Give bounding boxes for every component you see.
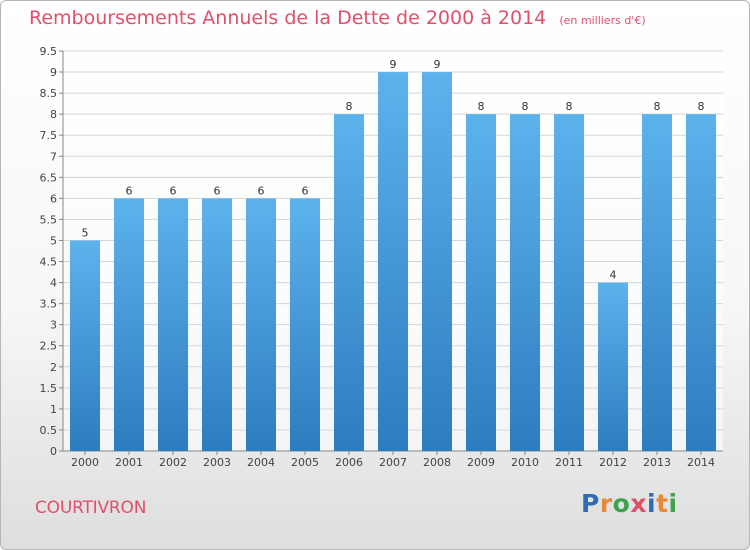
data-label: 8 bbox=[654, 100, 661, 113]
y-tick-label: 4 bbox=[50, 277, 57, 290]
bar bbox=[202, 198, 232, 451]
bar bbox=[158, 198, 188, 451]
y-tick-label: 2.5 bbox=[40, 340, 58, 353]
data-label: 6 bbox=[302, 184, 309, 197]
bar bbox=[686, 114, 716, 451]
x-tick-label: 2005 bbox=[291, 456, 319, 469]
data-label: 6 bbox=[170, 184, 177, 197]
y-tick-label: 7 bbox=[50, 150, 57, 163]
bar bbox=[466, 114, 496, 451]
title-row: Remboursements Annuels de la Dette de 20… bbox=[29, 7, 646, 29]
data-label: 6 bbox=[126, 184, 133, 197]
logo-letter: r bbox=[599, 489, 613, 518]
logo-letter: t bbox=[656, 489, 669, 518]
x-tick-label: 2001 bbox=[115, 456, 143, 469]
y-tick-label: 8.5 bbox=[40, 87, 58, 100]
chart-subtitle: (en milliers d'€) bbox=[559, 14, 646, 27]
y-tick-label: 7.5 bbox=[40, 129, 58, 142]
logo-letter: i bbox=[647, 489, 657, 518]
x-tick-label: 2002 bbox=[159, 456, 187, 469]
data-label: 9 bbox=[434, 58, 441, 71]
y-tick-label: 5 bbox=[50, 234, 57, 247]
data-label: 8 bbox=[478, 100, 485, 113]
x-tick-label: 2004 bbox=[247, 456, 275, 469]
commune-name: COURTIVRON bbox=[35, 498, 147, 518]
data-label: 6 bbox=[214, 184, 221, 197]
y-tick-label: 9 bbox=[50, 66, 57, 79]
y-tick-label: 1 bbox=[50, 403, 57, 416]
x-tick-label: 2013 bbox=[643, 456, 671, 469]
bar bbox=[422, 72, 452, 451]
y-tick-label: 6 bbox=[50, 192, 57, 205]
data-label: 9 bbox=[390, 58, 397, 71]
y-tick-label: 3 bbox=[50, 319, 57, 332]
y-tick-label: 5.5 bbox=[40, 213, 58, 226]
bar bbox=[378, 72, 408, 451]
x-tick-label: 2011 bbox=[555, 456, 583, 469]
y-tick-label: 0.5 bbox=[40, 424, 58, 437]
y-tick-label: 9.5 bbox=[40, 45, 58, 58]
x-tick-label: 2003 bbox=[203, 456, 231, 469]
data-label: 5 bbox=[82, 226, 89, 239]
x-tick-label: 2000 bbox=[71, 456, 99, 469]
y-tick-label: 2 bbox=[50, 361, 57, 374]
bar bbox=[246, 198, 276, 451]
data-label: 8 bbox=[346, 100, 353, 113]
x-tick-label: 2014 bbox=[687, 456, 715, 469]
chart-title: Remboursements Annuels de la Dette de 20… bbox=[29, 7, 547, 29]
bar bbox=[70, 240, 100, 451]
bar bbox=[114, 198, 144, 451]
x-tick-label: 2009 bbox=[467, 456, 495, 469]
data-label: 6 bbox=[258, 184, 265, 197]
bar bbox=[510, 114, 540, 451]
y-tick-label: 3.5 bbox=[40, 298, 58, 311]
bar bbox=[290, 198, 320, 451]
y-tick-label: 6.5 bbox=[40, 171, 58, 184]
bar bbox=[554, 114, 584, 451]
data-label: 8 bbox=[698, 100, 705, 113]
logo-letter: o bbox=[612, 489, 631, 518]
x-tick-label: 2008 bbox=[423, 456, 451, 469]
y-tick-label: 0 bbox=[50, 445, 57, 458]
logo-letter: i bbox=[668, 489, 678, 518]
y-tick-label: 1.5 bbox=[40, 382, 58, 395]
proxiti-logo[interactable]: Proxiti bbox=[581, 489, 678, 518]
x-tick-label: 2010 bbox=[511, 456, 539, 469]
data-label: 8 bbox=[566, 100, 573, 113]
bar bbox=[334, 114, 364, 451]
logo-letter: P bbox=[581, 489, 600, 518]
x-tick-label: 2012 bbox=[599, 456, 627, 469]
bar bbox=[598, 282, 628, 451]
x-tick-label: 2007 bbox=[379, 456, 407, 469]
y-tick-label: 8 bbox=[50, 108, 57, 121]
logo-letter: x bbox=[630, 489, 647, 518]
y-tick-label: 4.5 bbox=[40, 256, 58, 269]
data-label: 4 bbox=[610, 269, 617, 282]
bar bbox=[642, 114, 672, 451]
x-tick-label: 2006 bbox=[335, 456, 363, 469]
data-label: 8 bbox=[522, 100, 529, 113]
